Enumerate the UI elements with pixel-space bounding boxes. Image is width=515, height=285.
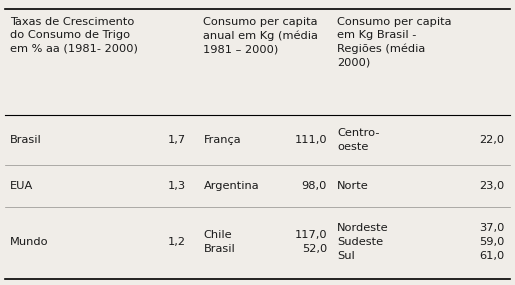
Text: Mundo: Mundo xyxy=(10,237,49,247)
Text: 37,0
59,0
61,0: 37,0 59,0 61,0 xyxy=(479,223,505,260)
Text: Norte: Norte xyxy=(337,181,369,191)
Text: França: França xyxy=(203,135,241,145)
Text: 111,0: 111,0 xyxy=(295,135,327,145)
Text: Taxas de Crescimento
do Consumo de Trigo
em % aa (1981- 2000): Taxas de Crescimento do Consumo de Trigo… xyxy=(10,17,138,54)
Text: Centro-
oeste: Centro- oeste xyxy=(337,128,380,152)
Text: 1,3: 1,3 xyxy=(167,181,185,191)
Text: Argentina: Argentina xyxy=(203,181,259,191)
Text: Consumo per capita
anual em Kg (média
1981 – 2000): Consumo per capita anual em Kg (média 19… xyxy=(203,17,318,54)
Text: Chile
Brasil: Chile Brasil xyxy=(203,229,235,254)
Text: 117,0
52,0: 117,0 52,0 xyxy=(295,229,327,254)
Text: Brasil: Brasil xyxy=(10,135,42,145)
Text: 22,0: 22,0 xyxy=(479,135,505,145)
Text: Consumo per capita
em Kg Brasil -
Regiões (média
2000): Consumo per capita em Kg Brasil - Regiõe… xyxy=(337,17,452,67)
Text: 1,7: 1,7 xyxy=(167,135,185,145)
Text: Nordeste
Sudeste
Sul: Nordeste Sudeste Sul xyxy=(337,223,389,260)
Text: 1,2: 1,2 xyxy=(167,237,185,247)
Text: 98,0: 98,0 xyxy=(302,181,327,191)
Text: 23,0: 23,0 xyxy=(479,181,505,191)
Text: EUA: EUA xyxy=(10,181,33,191)
